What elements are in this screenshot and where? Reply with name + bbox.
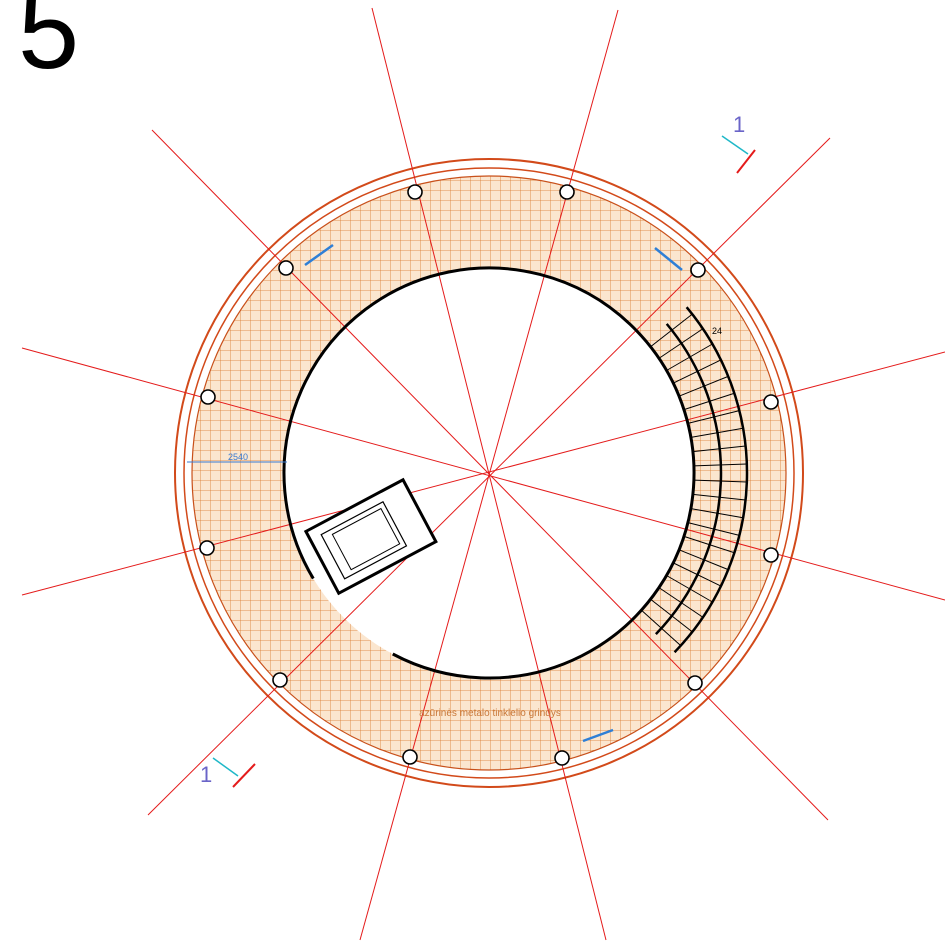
- outer-wall: [174, 158, 804, 788]
- inner-wall: [282, 266, 696, 680]
- column: [763, 394, 779, 410]
- column: [763, 547, 779, 563]
- column: [278, 260, 294, 276]
- section-mark: 1: [733, 112, 745, 137]
- window: [582, 728, 614, 743]
- section-cut: [232, 763, 256, 788]
- core-wall: [331, 507, 401, 571]
- column: [402, 749, 418, 765]
- stair-stringer: [654, 306, 749, 654]
- column: [200, 389, 216, 405]
- section-mark: 1: [200, 762, 212, 787]
- axis-line: [21, 351, 945, 596]
- column: [690, 262, 706, 278]
- layout: [21, 7, 945, 941]
- column: [687, 675, 703, 691]
- stair-label: 24: [712, 326, 722, 336]
- grid-floor: [192, 176, 786, 770]
- column: [559, 184, 575, 200]
- column: [272, 672, 288, 688]
- outer-wall-inner: [183, 167, 795, 779]
- floor-note: azūrinės metalo tinklelio grindys: [419, 708, 561, 719]
- dimension-label: 2540: [228, 452, 248, 462]
- sheet-number: 5: [18, 0, 79, 92]
- column: [554, 750, 570, 766]
- elevator-core: [303, 477, 438, 596]
- window: [304, 243, 334, 267]
- window: [654, 247, 683, 271]
- floor-edge: [191, 175, 787, 771]
- column: [199, 540, 215, 556]
- axis-line: [147, 137, 831, 816]
- section-cut: [736, 149, 756, 174]
- section-arrow: [212, 757, 239, 777]
- section-arrow: [721, 135, 749, 155]
- column: [407, 184, 423, 200]
